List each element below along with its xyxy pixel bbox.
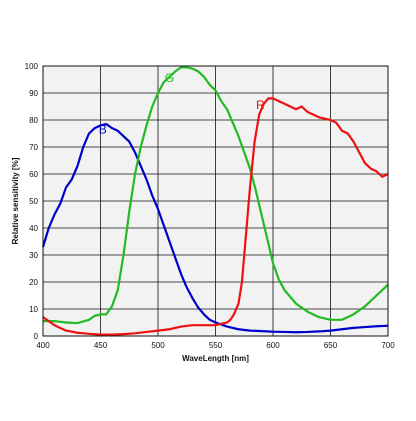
- y-tick-label: 60: [29, 170, 38, 179]
- series-line-b: [41, 122, 389, 334]
- x-axis-title: WaveLength [nm]: [182, 354, 249, 363]
- x-tick-label: 500: [151, 341, 165, 350]
- y-tick-label: 100: [25, 62, 39, 71]
- x-tick-label: 550: [209, 341, 223, 350]
- y-tick-label: 10: [29, 305, 38, 314]
- series-line-g: [43, 66, 389, 325]
- y-tick-label: 0: [34, 332, 39, 341]
- y-tick-label: 90: [29, 89, 38, 98]
- y-axis-title: Relative sensitivity [%]: [11, 157, 20, 244]
- y-tick-label: 20: [29, 278, 38, 287]
- x-tick-label: 700: [381, 341, 395, 350]
- series-label-r: R: [256, 98, 265, 112]
- y-tick-label: 40: [29, 224, 38, 233]
- series-label-b: B: [99, 123, 107, 137]
- x-tick-label: 400: [36, 341, 50, 350]
- plot-frame: [42, 65, 389, 337]
- series-line-r: [42, 97, 389, 336]
- series-label-g: G: [165, 71, 174, 85]
- y-tick-label: 50: [29, 197, 38, 206]
- y-tick-label: 80: [29, 116, 38, 125]
- x-tick-label: 600: [266, 341, 280, 350]
- y-tick-label: 30: [29, 251, 38, 260]
- x-tick-label: 650: [324, 341, 338, 350]
- y-tick-label: 70: [29, 143, 38, 152]
- x-tick-label: 450: [94, 341, 108, 350]
